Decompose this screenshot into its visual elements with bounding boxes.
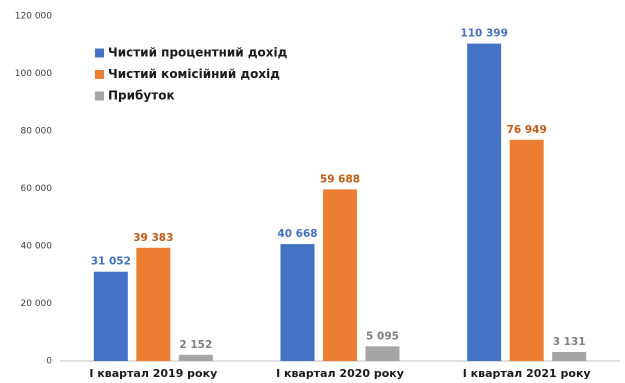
bar <box>93 271 128 361</box>
bar <box>323 189 357 361</box>
bar <box>136 247 171 361</box>
legend-swatch <box>95 91 104 101</box>
bar <box>178 354 213 361</box>
bar <box>552 351 587 361</box>
y-tick-label: 120 000 <box>15 12 52 22</box>
value-label: 3 131 <box>553 336 586 348</box>
y-tick-label: 40 000 <box>21 242 53 252</box>
y-tick-label: 100 000 <box>15 69 52 79</box>
value-label: 76 949 <box>507 124 547 136</box>
legend-label: Чистий комісійний дохід <box>108 67 280 81</box>
value-label: 40 668 <box>277 228 317 240</box>
legend-swatch <box>95 48 104 58</box>
value-label: 31 052 <box>91 256 131 268</box>
x-tick-label: І квартал 2021 року <box>463 367 591 380</box>
y-tick-label: 20 000 <box>21 299 53 309</box>
bar <box>280 244 315 361</box>
y-tick-label: 0 <box>46 357 52 367</box>
value-label: 2 152 <box>179 339 212 351</box>
y-tick-label: 60 000 <box>21 184 53 194</box>
x-tick-label: І квартал 2020 року <box>276 367 404 380</box>
bar <box>365 346 400 361</box>
bar <box>509 139 544 361</box>
value-label: 59 688 <box>320 173 360 185</box>
x-tick-label: І квартал 2019 року <box>89 367 217 380</box>
value-label: 39 383 <box>133 232 173 244</box>
legend-swatch <box>95 70 104 79</box>
legend-label: Прибуток <box>108 89 175 103</box>
legend-label: Чистий процентний дохід <box>108 46 288 60</box>
value-label: 110 399 <box>460 28 508 40</box>
bar <box>467 43 502 361</box>
y-tick-label: 80 000 <box>21 127 53 137</box>
value-label: 5 095 <box>366 330 399 342</box>
